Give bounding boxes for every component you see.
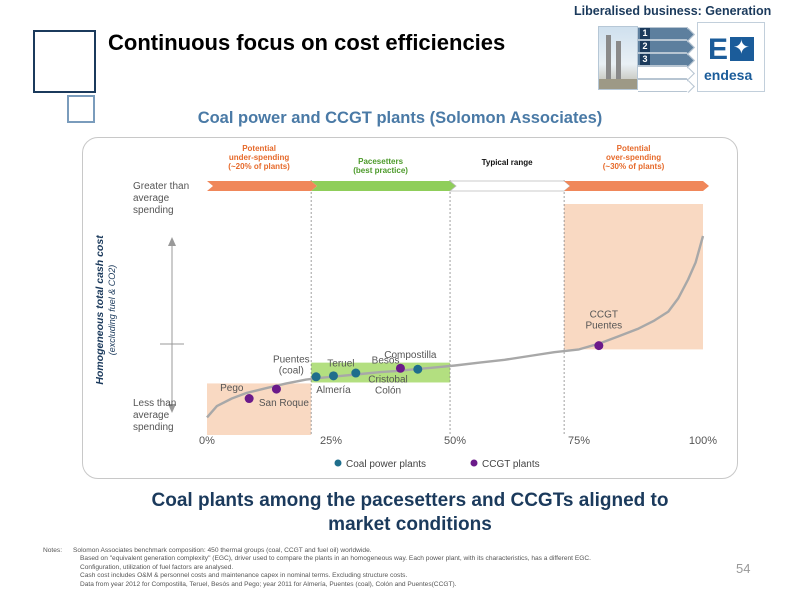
plant-label: Colón (375, 385, 401, 396)
plant-label: Compostilla (384, 350, 437, 361)
legend-marker (334, 459, 342, 467)
coal-plant-point (413, 364, 423, 374)
band-label: Typical range (482, 158, 534, 167)
coal-plant-point (311, 372, 321, 382)
conclusion-line-2: market conditions (328, 514, 492, 535)
power-plant-thumbnail (598, 26, 638, 90)
chart-subtitle: Coal power and CCGT plants (Solomon Asso… (197, 109, 603, 127)
plant-label: San Roque (259, 398, 309, 409)
band-label: (best practice) (353, 166, 408, 175)
band-label: (~20% of plants) (228, 162, 290, 171)
note-line: Based on "equivalent generation complexi… (80, 555, 591, 563)
page-number: 54 (736, 561, 751, 576)
plant-building-shape (599, 79, 637, 89)
y-axis-label: Homogeneous total cash cost (94, 235, 106, 385)
y-bottom-label: spending (133, 422, 174, 433)
notes-label: Notes: (43, 547, 63, 554)
band-ribbon-chevron (311, 181, 457, 191)
endesa-logo: E endesa (697, 22, 765, 92)
over-spending-shade (564, 204, 703, 350)
page-title: Continuous focus on cost efficiencies (108, 30, 506, 55)
band-ribbon-chevron (564, 181, 709, 191)
note-line: Configuration, utilization of fuel facto… (80, 563, 234, 571)
band-label: over-spending (606, 153, 661, 162)
note-line: Data from year 2012 for Compostilla, Ter… (80, 580, 457, 588)
plant-label: Teruel (327, 358, 354, 369)
y-axis-sublabel: (excluding fuel & CO2) (107, 265, 117, 356)
band-ribbon-chevron (207, 181, 318, 191)
legend-label: Coal power plants (346, 459, 426, 470)
legend-marker (470, 459, 478, 467)
ccgt-plant-point (395, 363, 405, 373)
legend-label: CCGT plants (482, 459, 540, 470)
plant-label: Puentes (585, 320, 622, 331)
ccgt-plant-point (271, 384, 281, 394)
y-bottom-label: Less than (133, 398, 176, 409)
band-label: Potential (617, 144, 651, 153)
decorative-square-small (67, 95, 95, 123)
decorative-square-large (33, 30, 96, 93)
ccgt-plant-point (594, 341, 604, 351)
ccgt-plant-point (244, 394, 254, 404)
chimney-shape (606, 35, 611, 85)
x-tick-label: 100% (689, 435, 717, 447)
y-top-label: Greater than (133, 181, 189, 192)
y-arrow-down-head (168, 404, 176, 413)
x-tick-label: 0% (199, 435, 215, 447)
y-arrow-up-head (168, 237, 176, 246)
y-top-label: spending (133, 205, 174, 216)
band-label: Potential (242, 144, 276, 153)
chimney-shape (616, 41, 621, 85)
step-5 (638, 79, 688, 92)
plant-label: Cristobal (368, 374, 407, 385)
step-2: 2 (638, 40, 688, 53)
plant-label: CCGT (590, 309, 618, 320)
conclusion-line-1: Coal plants among the pacesetters and CC… (151, 490, 669, 511)
y-bottom-label: average (133, 410, 170, 421)
logo-brand-text: endesa (704, 67, 753, 83)
note-line: Cash cost includes O&M & personnel costs… (80, 572, 408, 580)
logo-star-icon (730, 35, 754, 61)
conclusion-text: Coal plants among the pacesetters and CC… (90, 489, 730, 537)
coal-plant-point (351, 368, 361, 378)
under-spending-shade (207, 383, 312, 435)
y-top-label: average (133, 193, 170, 204)
plant-label: Pego (220, 383, 244, 394)
note-line: Solomon Associates benchmark composition… (73, 547, 372, 554)
section-label: Liberalised business: Generation (574, 4, 772, 18)
step-1: 1 (638, 27, 688, 40)
band-ribbon-chevron (448, 180, 571, 192)
plant-label: Almería (316, 385, 351, 396)
progress-steps: 1 2 3 (638, 27, 688, 92)
coal-plant-point (328, 371, 338, 381)
logo-letter: E (708, 33, 729, 66)
plant-label: Puentes (273, 355, 310, 366)
band-label: (~30% of plants) (603, 162, 665, 171)
plant-label: (coal) (279, 366, 304, 377)
plant-label: Besós (372, 356, 400, 367)
band-label: Pacesetters (358, 157, 403, 166)
band-label: under-spending (229, 153, 290, 162)
cost-curve-line (206, 235, 705, 419)
x-tick-label: 50% (444, 435, 466, 447)
x-tick-label: 25% (320, 435, 342, 447)
x-tick-label: 75% (568, 435, 590, 447)
